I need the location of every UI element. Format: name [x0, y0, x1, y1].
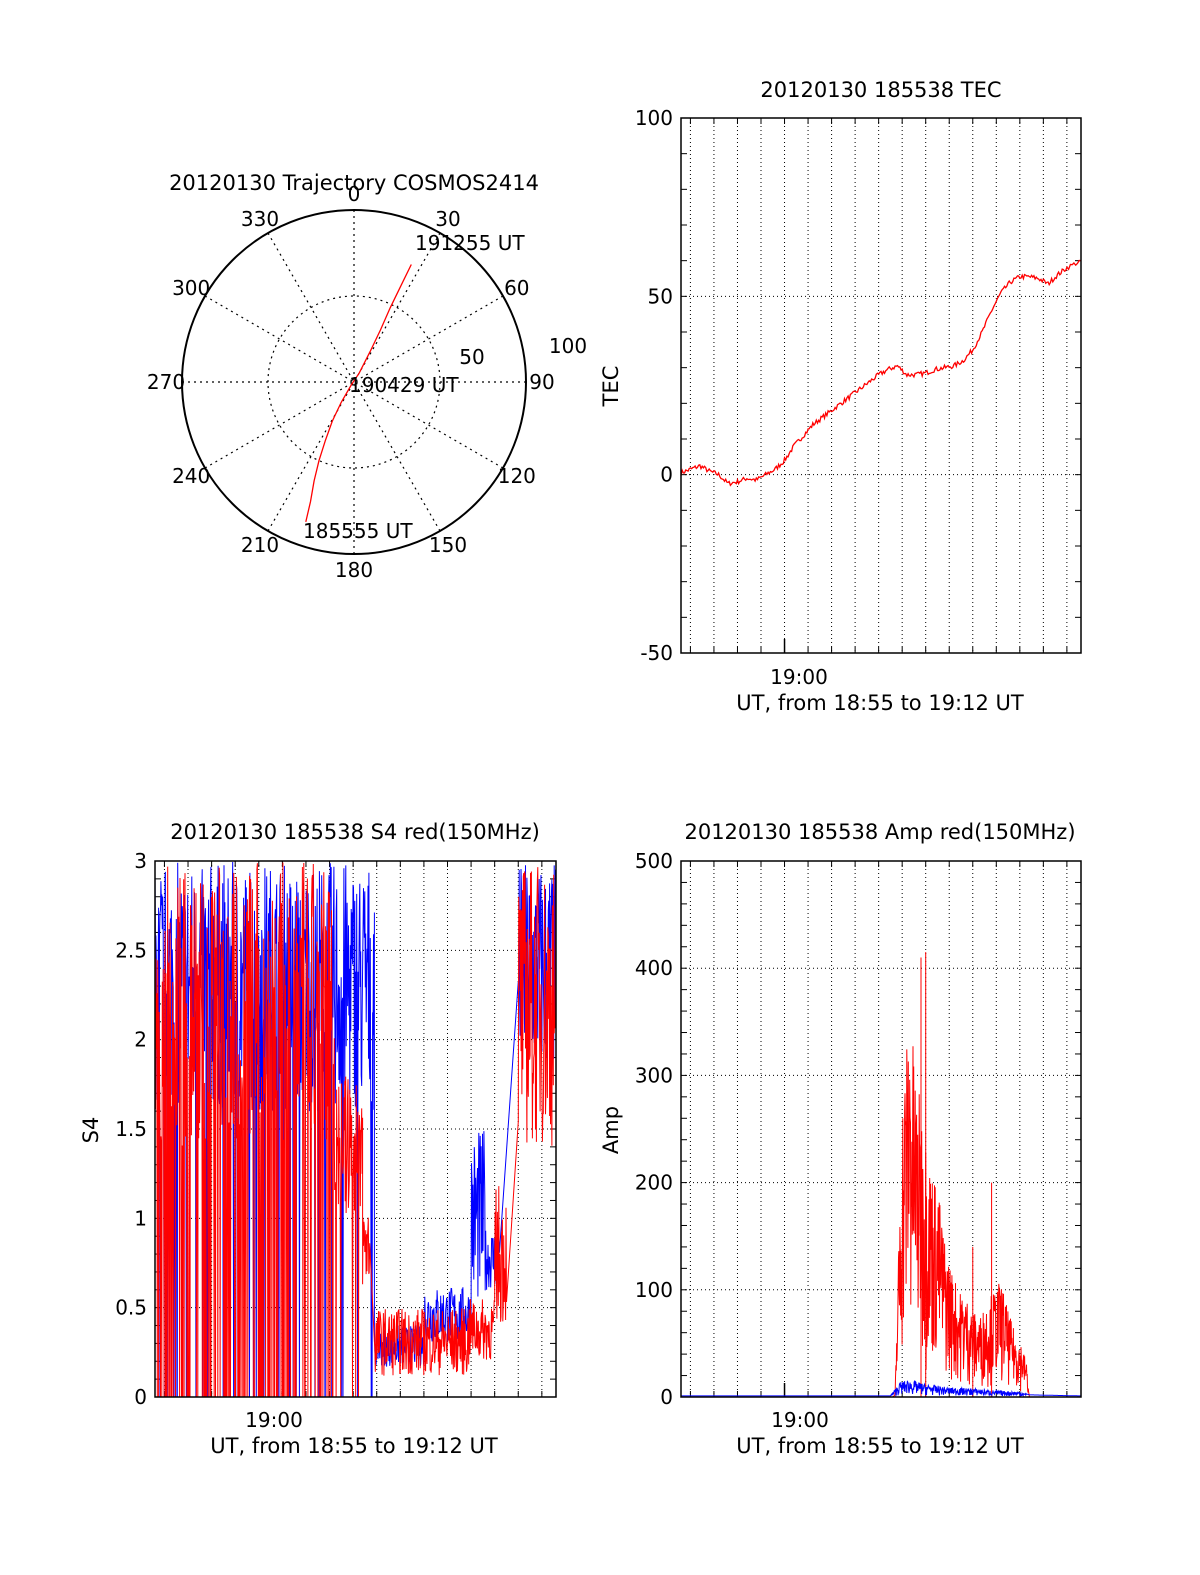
amp-ylabel: Amp [599, 1106, 623, 1154]
y-tick-label: 3 [134, 849, 147, 873]
y-tick-label: 100 [635, 1278, 673, 1302]
tec-frame [680, 117, 1082, 654]
s4-xlabel: UT, from 18:55 to 19:12 UT [210, 1434, 498, 1458]
radius-label-50: 50 [459, 345, 484, 369]
y-tick-label: 0 [660, 463, 673, 487]
y-tick-label: 500 [635, 849, 673, 873]
amp-chart: 20120130 185538 Amp red(150MHz) 0 100 200 3… [599, 820, 1082, 1458]
tec-grid [681, 117, 1081, 654]
trajectory-chart: 20120130 Trajectory COSMOS2414 0 30 60 90 12… [147, 171, 587, 582]
y-tick-label: 0 [660, 1385, 673, 1409]
y-tick-label: 1 [134, 1206, 147, 1230]
amp-series [681, 952, 1081, 1398]
angle-label: 210 [241, 533, 279, 557]
y-tick-label: 1.5 [115, 1117, 147, 1141]
y-tick-label: 2.5 [115, 938, 147, 962]
end-time-label: 191255 UT [415, 231, 525, 255]
angle-label: 300 [172, 276, 210, 300]
angle-label: 180 [335, 558, 373, 582]
y-tick-label: -50 [640, 641, 673, 665]
y-tick-label: 300 [635, 1063, 673, 1087]
y-tick-label: 0.5 [115, 1296, 147, 1320]
trajectory-title: 20120130 Trajectory COSMOS2414 [169, 171, 539, 195]
angle-label: 330 [241, 207, 279, 231]
y-tick-label: 2 [134, 1028, 147, 1052]
polar-angle-labels: 0 30 60 90 120 150 180 210 240 270 300 330 [147, 182, 555, 582]
angle-label: 270 [147, 370, 185, 394]
s4-xtick-label: 19:00 [245, 1408, 303, 1432]
tec-series-line [680, 259, 1082, 487]
radius-label-100: 100 [549, 334, 587, 358]
s4-title: 20120130 185538 S4 red(150MHz) [170, 820, 540, 844]
angle-label: 90 [529, 370, 554, 394]
angle-label: 240 [172, 464, 210, 488]
s4-series-line [154, 862, 557, 1398]
angle-label: 60 [504, 276, 529, 300]
s4-series [154, 861, 557, 1398]
amp-xtick-label: 19:00 [771, 1408, 829, 1432]
tec-xtick-label: 19:00 [770, 665, 828, 689]
amp-series-line [681, 1046, 1081, 1398]
angle-label: 30 [435, 207, 460, 231]
y-tick-label: 100 [635, 106, 673, 130]
tec-title: 20120130 185538 TEC [760, 78, 1001, 102]
amp-grid [681, 860, 1081, 1398]
amp-frame [680, 860, 1082, 1398]
trajectory-track [305, 264, 412, 523]
s4-chart: 20120130 185538 S4 red(150MHz) 0 0.5 1 1.5 2… [79, 820, 557, 1458]
amp-series-line [681, 1379, 1081, 1398]
angle-label: 150 [429, 533, 467, 557]
tec-chart: 20120130 185538 TEC -50 0 50 100 19:00 UT, … [599, 78, 1082, 715]
tec-ylabel: TEC [599, 366, 623, 408]
y-tick-label: 50 [648, 284, 673, 308]
tec-xlabel: UT, from 18:55 to 19:12 UT [736, 691, 1024, 715]
start-time-label: 185555 UT [303, 519, 413, 543]
angle-label: 120 [498, 464, 536, 488]
y-tick-label: 400 [635, 956, 673, 980]
y-tick-label: 200 [635, 1171, 673, 1195]
s4-yticks: 0 0.5 1 1.5 2 2.5 3 [115, 849, 147, 1409]
amp-yticks: 0 100 200 300 400 500 [635, 849, 673, 1409]
mid-time-label: 190429 UT [349, 373, 459, 397]
y-tick-label: 0 [134, 1385, 147, 1409]
s4-series-line [154, 861, 557, 1398]
amp-xlabel: UT, from 18:55 to 19:12 UT [736, 1434, 1024, 1458]
angle-label: 0 [348, 182, 361, 206]
tec-yticks: -50 0 50 100 [635, 106, 673, 665]
tec-series [680, 259, 1082, 487]
s4-ylabel: S4 [79, 1117, 103, 1144]
s4-frame [154, 860, 557, 1398]
amp-title: 20120130 185538 Amp red(150MHz) [684, 820, 1075, 844]
